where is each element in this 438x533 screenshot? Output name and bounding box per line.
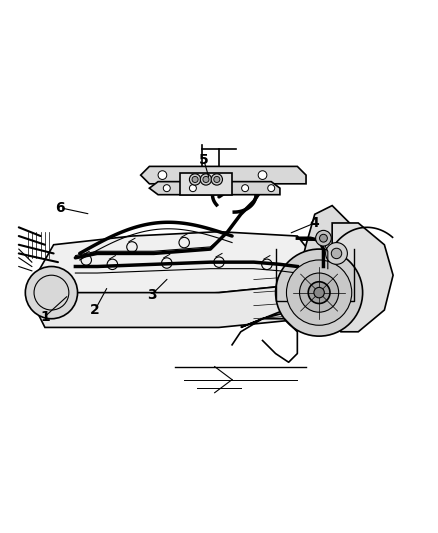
Text: 1: 1 [40,310,50,324]
Circle shape [308,282,330,303]
Circle shape [163,184,170,192]
Circle shape [25,266,78,319]
Circle shape [316,230,331,246]
Polygon shape [36,232,315,297]
Circle shape [300,273,339,312]
Polygon shape [36,275,306,327]
Bar [180,173,232,195]
Circle shape [211,174,223,185]
Circle shape [331,248,342,259]
Circle shape [158,171,167,180]
Circle shape [242,184,249,192]
Circle shape [189,174,201,185]
Circle shape [203,176,209,182]
Polygon shape [241,206,358,327]
Circle shape [320,235,327,242]
Polygon shape [332,223,393,332]
Text: 4: 4 [310,216,320,230]
Circle shape [258,171,267,180]
Polygon shape [141,166,306,184]
Circle shape [286,260,352,325]
Text: 2: 2 [90,303,100,317]
Circle shape [268,184,275,192]
Circle shape [192,176,198,182]
Circle shape [314,287,324,298]
Circle shape [214,176,220,182]
Circle shape [189,184,196,192]
Circle shape [276,249,363,336]
Polygon shape [149,182,280,195]
Text: 3: 3 [147,288,156,302]
Text: 6: 6 [55,201,65,215]
Text: 5: 5 [199,153,208,167]
Circle shape [200,174,212,185]
Circle shape [325,243,347,264]
